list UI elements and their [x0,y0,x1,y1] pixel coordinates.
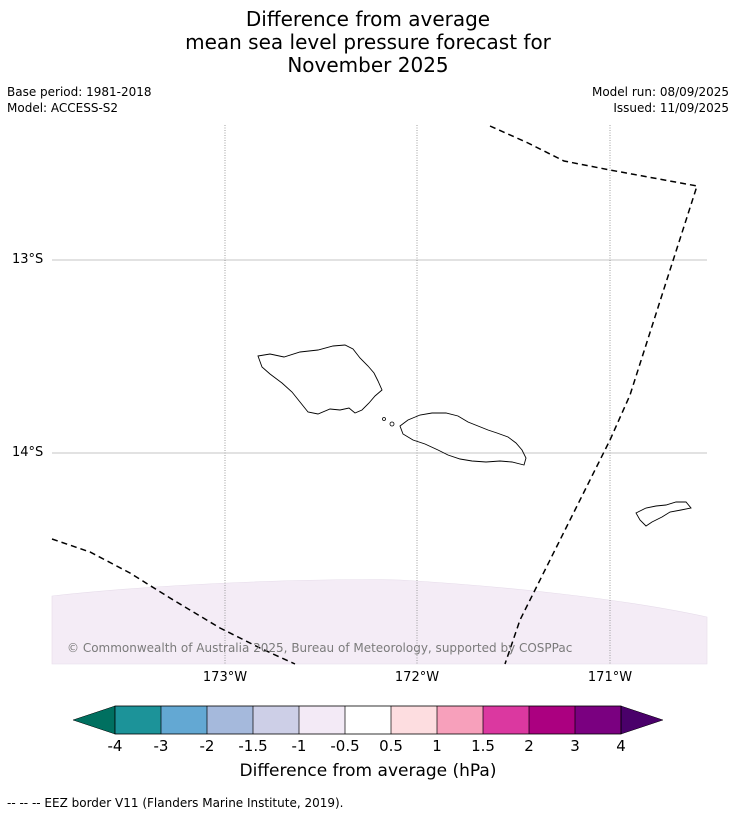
lat-label-13s: 13°S [12,252,44,267]
colorbar-segment [437,706,483,734]
colorbar-tick-label: 1.5 [471,737,495,755]
savaii-coastline [257,344,383,415]
title-line-1: Difference from average [245,7,491,31]
colorbar-segment [299,706,345,734]
lon-label-172w: 172°W [394,670,440,685]
colorbar [72,705,664,735]
colorbar-segment [253,706,299,734]
upolu-coastline [399,412,527,466]
colorbar-segment [575,706,621,734]
lon-label-173w: 173°W [202,670,248,685]
colorbar-tick-label: 1 [432,737,442,755]
map-title: Difference from average mean sea level p… [0,8,736,77]
colorbar-tick-label: 2 [524,737,534,755]
apolima-islet [382,417,386,421]
colorbar-label: Difference from average (hPa) [239,761,497,781]
colorbar-max-extension [620,705,664,735]
model-name: Model: ACCESS-S2 [7,101,119,115]
colorbar-tick-label: -4 [107,737,123,755]
manono-islet [389,421,395,427]
colorbar-tick-label: -0.5 [330,737,360,755]
colorbar-tick-label: -2 [199,737,215,755]
colorbar-segment [391,706,437,734]
colorbar-tick-label: 3 [570,737,580,755]
colorbar-segment [483,706,529,734]
copyright-notice: © Commonwealth of Australia 2025, Bureau… [67,641,573,655]
colorbar-outline [114,705,622,735]
colorbar-tick-label: -1.5 [238,737,268,755]
colorbar-tick-label: -1 [291,737,307,755]
base-period: Base period: 1981-2018 [7,85,152,99]
lat-label-14s: 14°S [12,445,44,460]
lon-label-171w: 171°W [587,670,633,685]
meta-left: Base period: 1981-2018 Model: ACCESS-S2 [7,84,152,116]
tutuila-coastline [635,501,692,527]
model-run: Model run: 08/09/2025 [591,85,729,99]
title-line-2: mean sea level pressure forecast for [185,30,551,54]
eez-legend-note: -- -- -- EEZ border V11 (Flanders Marine… [7,796,344,810]
colorbar-min-extension [72,705,116,735]
pressure-anomaly-shade [51,579,708,665]
colorbar-tick-label: -3 [153,737,169,755]
title-line-3: November 2025 [287,53,449,77]
colorbar-segment [161,706,207,734]
colorbar-segment [115,706,161,734]
eez-border-north [489,125,698,665]
colorbar-tick-label: 4 [616,737,626,755]
colorbar-segment [207,706,253,734]
meta-right: Model run: 08/09/2025 Issued: 11/09/2025 [592,84,729,116]
colorbar-tick-label: 0.5 [379,737,403,755]
colorbar-segment [345,706,391,734]
issued-date: Issued: 11/09/2025 [613,101,729,115]
eez-border-southwest [51,538,296,665]
colorbar-segment [529,706,575,734]
